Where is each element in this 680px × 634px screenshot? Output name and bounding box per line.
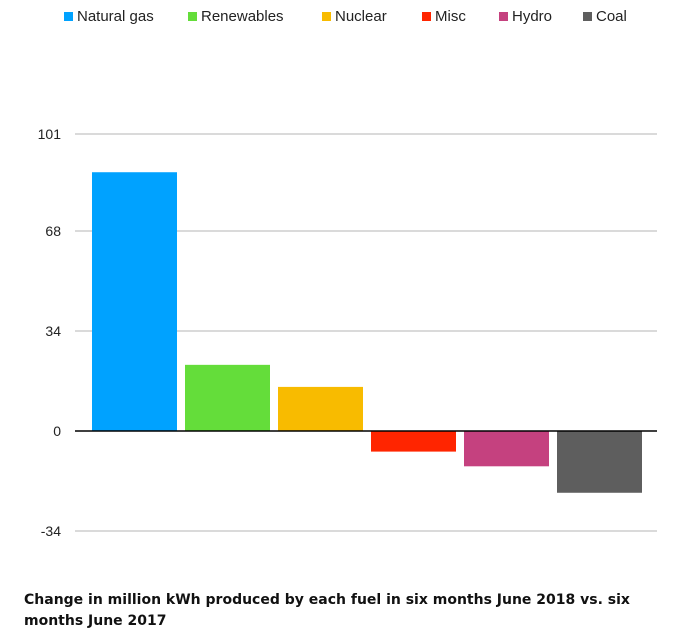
- legend-item-coal: Coal: [583, 8, 627, 25]
- bar-hydro: [464, 431, 549, 467]
- legend-swatch: [499, 12, 508, 21]
- y-axis-ticks: -34 0 34 68 101: [38, 126, 62, 539]
- legend-swatch: [583, 12, 592, 21]
- legend-label: Coal: [596, 8, 627, 25]
- legend-label: Hydro: [512, 8, 552, 25]
- bar-renewables: [185, 364, 270, 432]
- legend-swatch: [188, 12, 197, 21]
- bar-nuclear: [278, 386, 363, 432]
- bar-chart: Natural gas Renewables Nuclear Misc Hydro Coa…: [38, 8, 657, 539]
- y-tick-label: 101: [38, 126, 62, 142]
- y-tick-label: -34: [41, 523, 61, 539]
- legend-item-natural-gas: Natural gas: [64, 8, 154, 25]
- legend-swatch: [422, 12, 431, 21]
- chart-caption: Change in million kWh produced by each f…: [24, 592, 630, 629]
- legend-label: Nuclear: [335, 8, 387, 25]
- legend-item-renewables: Renewables: [188, 8, 284, 25]
- bar-misc: [371, 431, 456, 452]
- legend: Natural gas Renewables Nuclear Misc Hydro Coa…: [64, 8, 627, 25]
- legend-swatch: [64, 12, 73, 21]
- legend-label: Misc: [435, 8, 466, 25]
- y-tick-label: 0: [53, 423, 61, 439]
- legend-item-hydro: Hydro: [499, 8, 552, 25]
- bars: [92, 172, 642, 493]
- legend-label: Natural gas: [77, 8, 154, 25]
- bar-natural-gas: [92, 172, 177, 432]
- legend-item-nuclear: Nuclear: [322, 8, 387, 25]
- legend-swatch: [322, 12, 331, 21]
- y-tick-label: 68: [45, 223, 61, 239]
- legend-label: Renewables: [201, 8, 284, 25]
- y-tick-label: 34: [45, 323, 61, 339]
- bar-coal: [557, 431, 642, 493]
- legend-item-misc: Misc: [422, 8, 466, 25]
